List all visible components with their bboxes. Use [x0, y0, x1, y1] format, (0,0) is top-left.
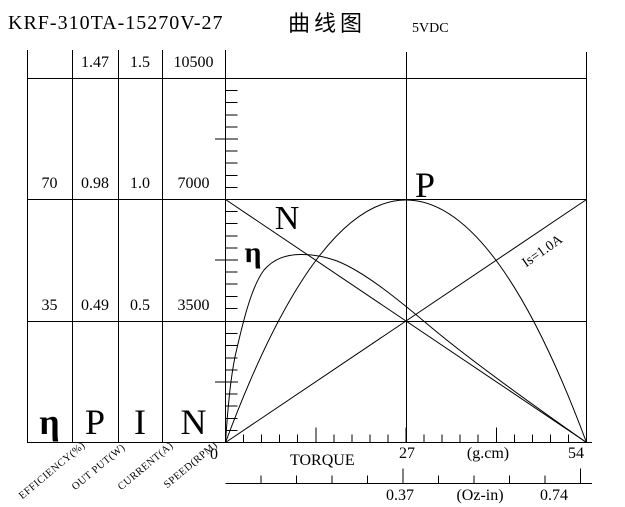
x-axis-unit: (g.cm)	[466, 445, 510, 462]
x-axis-title: TORQUE	[290, 452, 355, 469]
table-column-lines	[27, 50, 163, 443]
x2-tick-074: 0.74	[540, 487, 568, 504]
table-value-current-10: 1.0	[130, 175, 150, 192]
speed-curve-label: N	[274, 200, 300, 237]
current-line	[225, 199, 587, 443]
table-value-speed-7000: 7000	[177, 175, 210, 192]
chart-title: 曲线图	[288, 12, 367, 37]
table-value-current-15: 1.5	[130, 54, 150, 71]
axis-symbol-efficiency: η	[39, 402, 60, 442]
axis-ticks	[215, 90, 581, 484]
x-tick-27: 27	[399, 445, 415, 462]
power-curve	[225, 199, 587, 443]
x2-axis-unit: (Oz-in)	[456, 487, 504, 504]
x2-tick-037: 0.37	[386, 487, 414, 504]
table-value-speed-10500: 10500	[173, 54, 214, 71]
efficiency-curve-label: η	[244, 236, 262, 269]
table-value-eff-70: 70	[41, 175, 58, 192]
axis-symbol-current: I	[134, 402, 146, 442]
power-curve-label: P	[414, 165, 436, 205]
axis-symbol-speed: N	[180, 402, 207, 442]
vertical-gridlines	[406, 52, 587, 443]
x-tick-54: 54	[568, 445, 584, 462]
efficiency-curve	[225, 253, 587, 443]
table-value-current-05: 0.5	[130, 297, 150, 314]
axis-symbol-power: P	[84, 402, 106, 442]
table-value-eff-35: 35	[41, 297, 58, 314]
model-number: KRF-310TA-15270V-27	[8, 12, 224, 34]
x-axis-origin-label: 0	[210, 446, 218, 463]
table-value-output-049: 0.49	[81, 297, 109, 314]
horizontal-gridlines	[27, 78, 587, 322]
voltage-label: 5VDC	[412, 21, 449, 36]
table-value-speed-3500: 3500	[177, 297, 210, 314]
table-value-output-147: 1.47	[81, 54, 109, 71]
table-value-output-098: 0.98	[81, 175, 109, 192]
